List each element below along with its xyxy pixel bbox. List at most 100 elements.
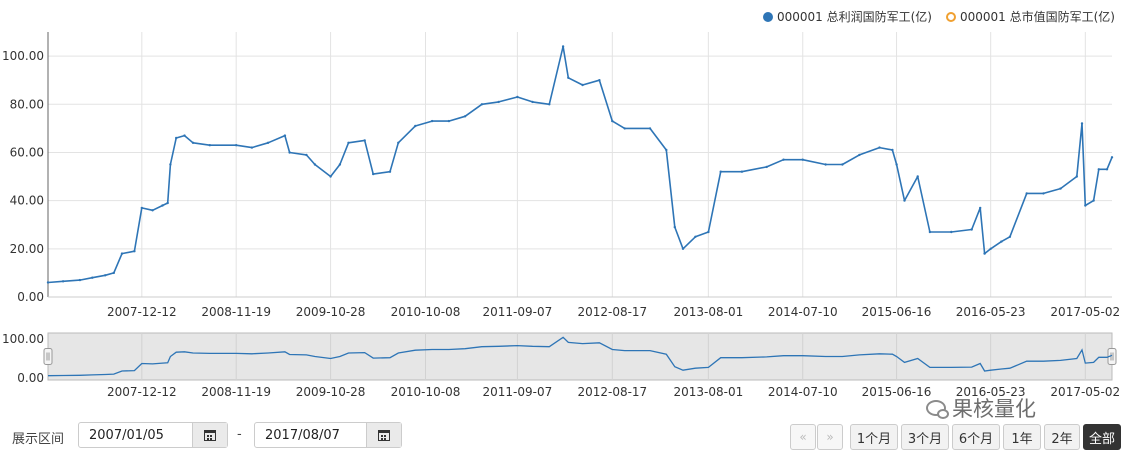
data-point	[970, 228, 973, 231]
data-point	[363, 139, 366, 142]
data-point	[1008, 235, 1012, 238]
data-point	[1105, 168, 1109, 171]
data-point	[665, 148, 668, 152]
navigator-x-tick-label: 2014-07-10	[768, 385, 838, 399]
period-button-6m[interactable]: 6个月	[952, 424, 1000, 450]
data-point	[531, 100, 534, 104]
data-point	[430, 119, 434, 123]
data-point	[166, 201, 169, 205]
data-point	[338, 163, 342, 166]
end-date-picker-button[interactable]	[366, 423, 401, 447]
prev-period-button[interactable]: «	[790, 424, 816, 450]
double-left-arrow-icon: «	[799, 430, 807, 444]
data-point	[1075, 175, 1079, 178]
period-button-all[interactable]: 全部	[1083, 424, 1121, 450]
end-date-value[interactable]: 2017/08/07	[265, 427, 340, 443]
data-point	[61, 280, 65, 283]
legend-item-market-cap[interactable]: 000001 总市值国防军工(亿)	[946, 8, 1115, 25]
legend-item-profit[interactable]: 000001 总利润国防军工(亿)	[763, 8, 932, 25]
data-point	[283, 134, 287, 137]
data-point	[1000, 240, 1003, 243]
data-point	[414, 124, 417, 128]
data-point	[235, 144, 238, 147]
data-point	[250, 146, 254, 149]
legend-label-profit: 000001 总利润国防军工(亿)	[777, 10, 932, 24]
data-point	[497, 100, 500, 104]
data-point	[707, 230, 710, 234]
data-point	[1092, 199, 1095, 202]
main-y-axis: 0.00 20.00 40.00 60.00 80.00 100.00	[2, 49, 44, 304]
data-point	[878, 146, 881, 149]
data-point	[151, 209, 154, 212]
start-date-value[interactable]: 2007/01/05	[89, 427, 164, 443]
period-button-1m[interactable]: 1个月	[850, 424, 898, 450]
y-tick-label: 100.00	[2, 49, 44, 63]
data-point	[581, 83, 584, 87]
data-point	[1110, 156, 1114, 159]
navigator-x-tick-label: 2015-06-16	[862, 385, 932, 399]
date-separator: -	[237, 427, 242, 442]
navigator-y-axis: 0.00 100.00	[2, 332, 44, 385]
start-date-picker-button[interactable]	[192, 423, 227, 447]
data-point	[824, 163, 827, 166]
data-point	[191, 141, 195, 144]
period-button-2y[interactable]: 2年	[1044, 424, 1080, 450]
data-point	[175, 136, 178, 140]
calendar-icon	[378, 429, 390, 441]
data-point	[208, 144, 211, 147]
data-point	[719, 170, 722, 173]
navigator-plot	[47, 336, 1113, 377]
data-point	[782, 158, 785, 161]
main-plot	[46, 45, 1114, 284]
navigator	[43, 332, 1117, 381]
data-point	[895, 163, 898, 166]
x-tick-label: 2015-06-16	[862, 305, 932, 319]
data-point	[78, 278, 82, 282]
range-controls: 展示区间 2007/01/05 - 2017/08/07 « » 1个月 3个月…	[0, 422, 1129, 452]
data-point	[1042, 192, 1045, 195]
navigator-x-tick-label: 2013-08-01	[673, 385, 743, 399]
legend-label-market-cap: 000001 总市值国防军工(亿)	[960, 10, 1115, 24]
navigator-x-tick-label: 2009-10-28	[296, 385, 366, 399]
data-point	[305, 153, 308, 157]
range-label: 展示区间	[12, 432, 65, 447]
data-point	[928, 230, 932, 234]
data-point	[347, 141, 350, 144]
data-point	[673, 225, 676, 229]
data-point	[740, 170, 744, 173]
navigator-x-tick-label: 2008-11-19	[201, 385, 271, 399]
main-grid	[47, 32, 1112, 298]
data-point	[648, 127, 652, 130]
x-tick-label: 2013-08-01	[673, 305, 743, 319]
data-point	[681, 247, 685, 250]
period-button-3m[interactable]: 3个月	[901, 424, 949, 450]
data-point	[623, 127, 626, 130]
data-point	[112, 271, 116, 275]
navigator-x-tick-label: 2010-10-08	[391, 385, 461, 399]
data-point	[548, 103, 551, 106]
data-point	[983, 252, 986, 255]
data-point	[1097, 168, 1101, 171]
chart-area: 0.00 20.00 40.00 60.00 80.00 100.00 2007-12-1…	[2, 32, 1120, 399]
x-tick-label: 2016-05-23	[956, 305, 1026, 319]
start-date-field[interactable]: 2007/01/05	[78, 422, 228, 448]
data-point	[561, 45, 565, 48]
data-point	[397, 141, 400, 144]
data-point	[694, 235, 697, 238]
data-point	[950, 230, 953, 234]
x-tick-label: 2011-09-07	[483, 305, 553, 319]
navigator-x-tick-label: 2017-05-02	[1050, 385, 1120, 399]
x-tick-label: 2014-07-10	[768, 305, 838, 319]
end-date-field[interactable]: 2017/08/07	[254, 422, 402, 448]
next-period-button[interactable]: »	[817, 424, 843, 450]
navigator-y-tick-label: 0.00	[17, 371, 44, 385]
period-button-1y[interactable]: 1年	[1003, 424, 1041, 450]
data-point	[841, 163, 844, 166]
navigator-series-line-0	[47, 336, 1113, 377]
navigator-left-handle[interactable]	[43, 348, 53, 365]
x-tick-label: 2009-10-28	[296, 305, 366, 319]
navigator-x-axis: 2007-12-12 2008-11-19 2009-10-28 2010-10-08…	[107, 385, 1120, 399]
data-point	[120, 252, 124, 255]
data-point	[169, 163, 172, 166]
data-point	[140, 206, 143, 210]
